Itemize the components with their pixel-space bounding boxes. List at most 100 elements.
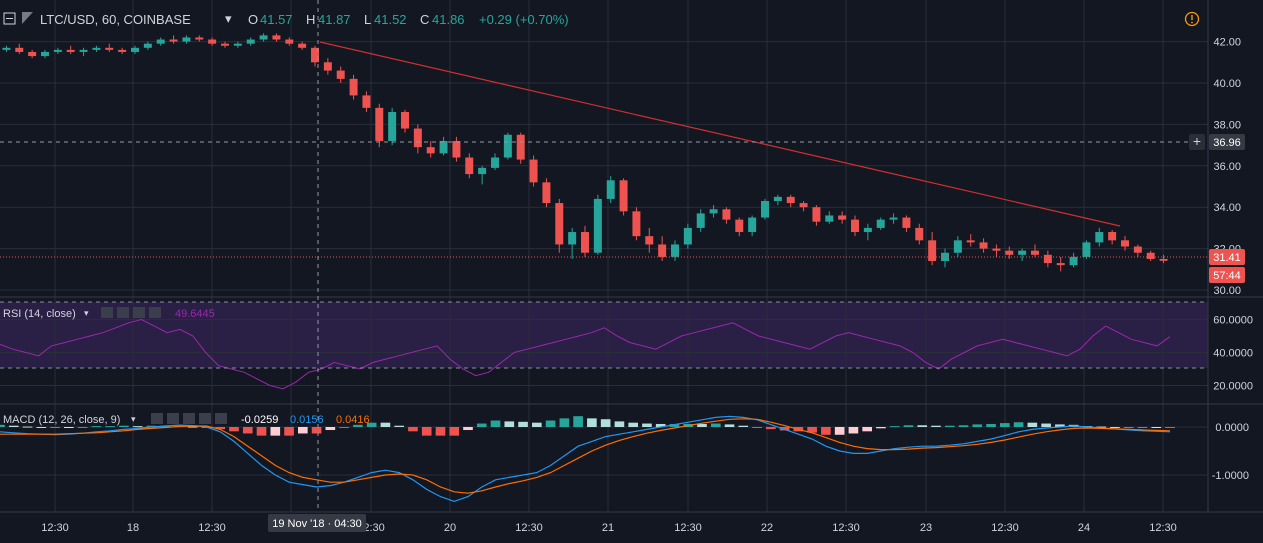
macd-histogram-bar	[573, 416, 583, 427]
low-value: 41.52	[374, 12, 407, 27]
crosshair-date-badge	[268, 514, 366, 532]
candle-body	[221, 43, 229, 46]
rsi-title[interactable]: RSI (14, close)	[3, 308, 76, 320]
price-axis-label: 34.00	[1213, 202, 1241, 214]
candle-body	[876, 219, 885, 228]
candle-body	[208, 39, 217, 44]
price-axis-label: 38.00	[1213, 119, 1241, 131]
macd-histogram-bar	[1165, 427, 1175, 428]
macd-histogram-bar	[22, 426, 33, 428]
macd-value: 0.0156	[290, 414, 324, 426]
candle-body	[1018, 250, 1027, 255]
add-icon[interactable]	[133, 307, 145, 318]
time-axis-label: 24	[1078, 522, 1090, 534]
macd-histogram-bar	[1013, 422, 1024, 427]
warning-icon[interactable]	[1184, 11, 1200, 27]
chevron-down-icon[interactable]: ▾	[131, 414, 136, 424]
settings-icon[interactable]	[167, 413, 179, 424]
macd-hist-value: -0.0259	[241, 414, 278, 426]
macd-histogram-bar	[229, 427, 239, 432]
chevron-down-icon[interactable]: ▾	[84, 308, 89, 318]
macd-histogram-bar	[766, 427, 776, 430]
settings-icon[interactable]	[117, 307, 129, 318]
macd-histogram-bar	[8, 425, 19, 427]
time-axis-label: 12:30	[41, 522, 69, 534]
macd-histogram-bar	[91, 426, 102, 428]
crosshair-date-label: 19 Nov '18 · 04:30	[272, 518, 362, 530]
rsi-axis-label: 60.0000	[1213, 315, 1253, 327]
candle-body	[696, 213, 705, 228]
plus-icon: +	[1193, 133, 1201, 149]
macd-histogram-bar	[642, 423, 652, 427]
candle-body	[298, 43, 307, 48]
macd-histogram-bar	[559, 418, 570, 427]
macd-histogram-bar	[270, 427, 281, 436]
candle-body	[439, 140, 448, 154]
candle-body	[105, 47, 114, 50]
candle-body	[41, 51, 49, 57]
macd-histogram-bar	[408, 427, 418, 432]
candle-body	[1095, 232, 1104, 243]
add-icon[interactable]	[183, 413, 195, 424]
macd-histogram-bar	[1137, 427, 1148, 428]
close-icon[interactable]	[149, 307, 161, 318]
macd-histogram-bar	[1027, 422, 1038, 427]
crosshair-price-label: 36.96	[1213, 137, 1241, 149]
candle-body	[1146, 252, 1155, 259]
candle-body	[28, 51, 37, 57]
macd-histogram-bar	[876, 427, 886, 429]
signal-value: 0.0416	[336, 414, 370, 426]
candle-body	[1159, 258, 1168, 261]
remove-icon[interactable]	[199, 413, 211, 424]
candle-body	[79, 49, 88, 52]
rsi-axis-labels[interactable]: 20.0000 40.0000 60.0000	[1213, 315, 1253, 393]
macd-histogram-bar	[655, 423, 666, 427]
macd-title[interactable]: MACD (12, 26, close, 9)	[3, 414, 120, 426]
macd-histogram-bar	[710, 423, 721, 427]
macd-axis-label: 0.0000	[1215, 422, 1249, 434]
macd-histogram-bar	[821, 427, 831, 435]
macd-histogram-bar	[1123, 427, 1134, 428]
collapse-icon[interactable]	[3, 12, 16, 25]
macd-axis-labels[interactable]: 0.0000 -1.0000	[1212, 422, 1249, 482]
candle-body	[671, 244, 679, 257]
candle-body	[709, 209, 718, 214]
candle-body	[825, 215, 834, 222]
candle-body	[568, 232, 577, 245]
time-axis-labels[interactable]: 12:30 18 12:30 12:30 20 12:30 21 12:30 22 12:30 23…	[41, 522, 1177, 534]
candle-body	[156, 39, 165, 44]
macd-histogram-bar	[256, 427, 267, 436]
macd-histogram-bar	[628, 422, 638, 427]
candle-body	[2, 47, 11, 50]
flag-icon[interactable]	[22, 12, 33, 24]
candle-body	[259, 35, 268, 40]
trend-line[interactable]	[319, 41, 1121, 227]
close-icon[interactable]	[215, 413, 227, 424]
crosshair-price-marker[interactable]: + 36.96	[1189, 133, 1245, 150]
last-price-badge	[1209, 249, 1245, 265]
candle-body	[503, 134, 512, 158]
candle-body	[581, 232, 589, 253]
macd-histogram-bar	[1055, 424, 1065, 427]
add-alert-button[interactable]	[1189, 134, 1205, 150]
rsi-axis-label: 40.0000	[1213, 348, 1253, 360]
last-price-label: 31.41	[1213, 252, 1241, 264]
macd-histogram-bar	[476, 423, 487, 427]
visibility-icon[interactable]	[101, 307, 113, 318]
candle-body	[336, 70, 345, 79]
countdown-badge	[1209, 267, 1245, 283]
rsi-line	[0, 318, 1171, 390]
macd-histogram-bar	[944, 425, 955, 427]
candle-body	[1031, 250, 1039, 255]
visibility-icon[interactable]	[151, 413, 163, 424]
macd-histogram-bar	[697, 423, 707, 427]
candle-body	[1082, 242, 1091, 257]
macd-histogram-bar	[50, 427, 60, 428]
symbol-title[interactable]: LTC/USD, 60, COINBASE	[40, 12, 191, 27]
candle-body	[66, 49, 75, 52]
candle-body	[465, 157, 474, 175]
chevron-down-icon[interactable]: ▾	[225, 11, 232, 26]
candle-body	[722, 209, 731, 220]
